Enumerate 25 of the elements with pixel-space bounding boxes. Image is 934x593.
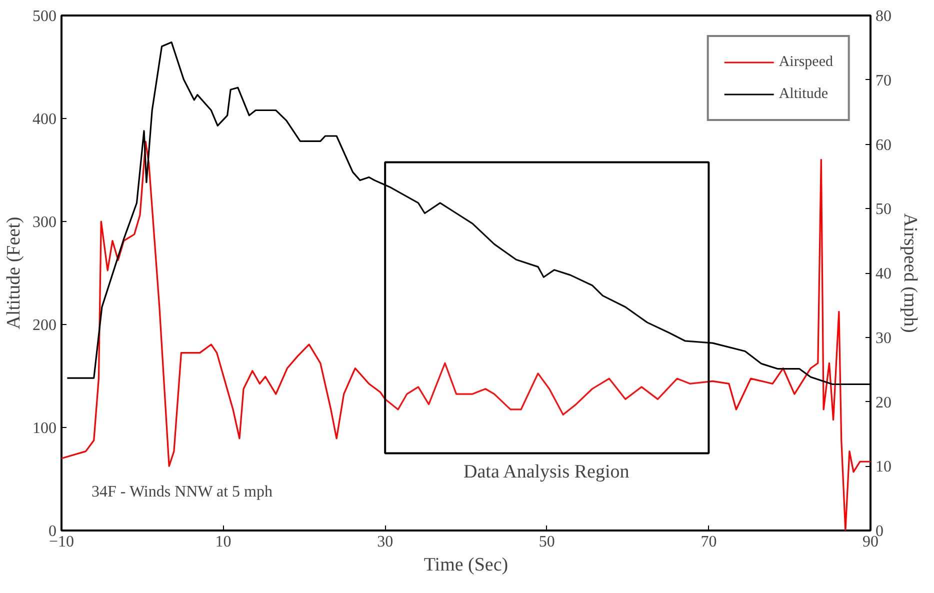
legend-label: Airspeed bbox=[778, 54, 833, 70]
y2-tick-label: 60 bbox=[876, 136, 892, 154]
y2-tick-label: 80 bbox=[876, 8, 892, 25]
y2-tick-label: 70 bbox=[876, 72, 892, 90]
y2-tick-label: 30 bbox=[876, 330, 892, 347]
legend-label: Altitude bbox=[778, 86, 828, 102]
y-tick-label: 100 bbox=[32, 420, 56, 437]
x-tick-label: 30 bbox=[377, 534, 394, 550]
x-tick-label: 10 bbox=[215, 534, 232, 550]
x-axis-title: Time (Sec) bbox=[424, 554, 508, 576]
x-tick-label: 70 bbox=[700, 534, 717, 550]
y2-tick-label: 40 bbox=[876, 266, 892, 282]
y-tick-label: 400 bbox=[32, 111, 56, 128]
y-tick-label: 200 bbox=[32, 317, 56, 334]
band-label: Data Analysis Region bbox=[464, 461, 630, 482]
y-tick-label: 500 bbox=[32, 8, 56, 25]
y-tick-label: 300 bbox=[32, 214, 56, 231]
annotation: 34F - Winds NNW at 5 mph bbox=[92, 484, 272, 500]
y2-tick-label: 50 bbox=[876, 201, 892, 218]
y2-axis-title: Airspeed (mph) bbox=[900, 213, 920, 333]
y-tick-label: 0 bbox=[48, 523, 56, 540]
x-tick-label: 50 bbox=[538, 534, 555, 550]
y-axis-title: Altitude (Feet) bbox=[4, 216, 24, 330]
y2-tick-label: 20 bbox=[876, 394, 892, 412]
y2-tick-label: 10 bbox=[876, 458, 892, 476]
